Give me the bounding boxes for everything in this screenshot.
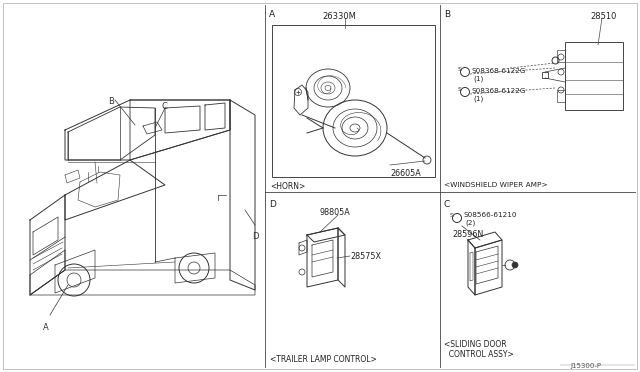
Text: S: S <box>458 87 462 92</box>
Text: 26330M: 26330M <box>322 12 356 21</box>
Text: S: S <box>450 213 454 218</box>
Text: S08368-6122G: S08368-6122G <box>471 68 525 74</box>
Bar <box>565 42 623 110</box>
Text: 28510: 28510 <box>590 12 616 21</box>
Text: 98805A: 98805A <box>320 208 351 217</box>
Text: B: B <box>108 97 114 106</box>
Circle shape <box>512 262 518 268</box>
Text: <SLIDING DOOR
  CONTROL ASSY>: <SLIDING DOOR CONTROL ASSY> <box>444 340 514 359</box>
Text: <TRAILER LAMP CONTROL>: <TRAILER LAMP CONTROL> <box>270 355 377 364</box>
Text: 26605A: 26605A <box>390 169 420 178</box>
Text: A: A <box>43 323 49 332</box>
Text: (2): (2) <box>465 220 476 227</box>
Text: <WINDSHIELD WIPER AMP>: <WINDSHIELD WIPER AMP> <box>444 182 548 188</box>
Text: (1): (1) <box>473 96 483 103</box>
Text: S: S <box>458 67 462 72</box>
Text: C: C <box>444 200 451 209</box>
Text: S08368-6122G: S08368-6122G <box>471 88 525 94</box>
Text: A: A <box>269 10 275 19</box>
Text: <HORN>: <HORN> <box>270 182 305 191</box>
Text: 28596N: 28596N <box>452 230 483 239</box>
Text: D: D <box>269 200 276 209</box>
Bar <box>557 90 565 102</box>
Text: S08566-61210: S08566-61210 <box>463 212 516 218</box>
Bar <box>272 25 435 177</box>
Text: (1): (1) <box>473 76 483 83</box>
Text: D: D <box>252 232 259 241</box>
Text: 28575X: 28575X <box>350 252 381 261</box>
Text: C: C <box>162 102 168 111</box>
Bar <box>557 50 565 62</box>
Text: J15300-P: J15300-P <box>570 363 601 369</box>
Text: B: B <box>444 10 450 19</box>
